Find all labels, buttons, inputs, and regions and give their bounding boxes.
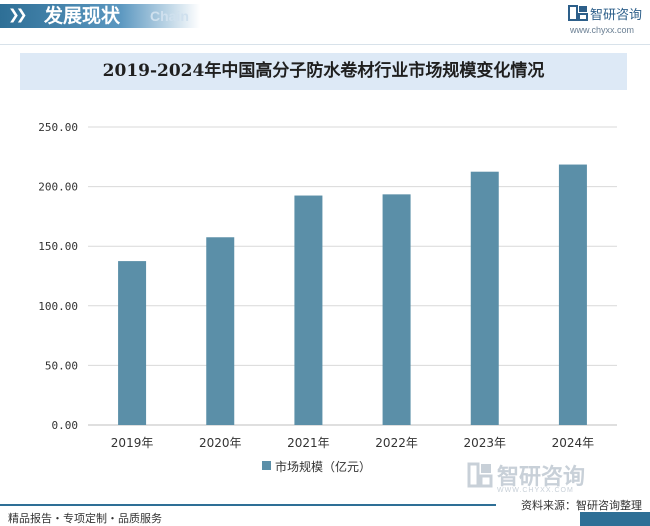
y-tick-label: 150.00 bbox=[38, 240, 78, 253]
watermark-sub: WWW.CHYXX.COM bbox=[497, 487, 574, 494]
bar bbox=[558, 164, 587, 425]
bar bbox=[382, 194, 411, 425]
legend-label: 市场规模（亿元） bbox=[275, 460, 372, 474]
header: ❯❯ 发展现状 Chain 智研咨询 www.chyxx.com bbox=[0, 0, 650, 35]
y-tick-label: 50.00 bbox=[45, 359, 78, 372]
x-tick-label: 2020年 bbox=[199, 436, 242, 450]
footer-slogan: 精品报告・专项定制・品质服务 bbox=[8, 512, 162, 525]
footer-line bbox=[0, 504, 496, 506]
brand-name: 智研咨询 bbox=[590, 8, 643, 23]
y-tick-label: 200.00 bbox=[38, 181, 78, 194]
watermark-icon bbox=[467, 462, 493, 488]
bar bbox=[470, 171, 499, 425]
legend-swatch bbox=[262, 461, 271, 470]
chart-title-band: 2019-2024年中国高分子防水卷材行业市场规模变化情况 bbox=[20, 53, 627, 90]
header-divider bbox=[0, 44, 650, 45]
bar bbox=[206, 237, 235, 425]
source-note: 资料来源：智研咨询整理 bbox=[521, 499, 642, 512]
chart-title: 2019-2024年中国高分子防水卷材行业市场规模变化情况 bbox=[102, 61, 545, 81]
footer-bar bbox=[580, 512, 650, 526]
section-subtitle: Chain bbox=[150, 8, 189, 24]
watermark-name: 智研咨询 bbox=[497, 465, 586, 490]
bar bbox=[294, 195, 323, 425]
brand-icon bbox=[568, 5, 588, 21]
section-title: 发展现状 bbox=[44, 5, 121, 27]
x-tick-label: 2023年 bbox=[463, 436, 506, 450]
y-tick-label: 250.00 bbox=[38, 121, 78, 134]
y-tick-label: 100.00 bbox=[38, 300, 78, 313]
x-tick-label: 2019年 bbox=[111, 436, 154, 450]
x-tick-label: 2024年 bbox=[552, 436, 595, 450]
x-tick-label: 2022年 bbox=[375, 436, 418, 450]
x-tick-label: 2021年 bbox=[287, 436, 330, 450]
y-tick-label: 0.00 bbox=[52, 419, 79, 432]
header-band bbox=[0, 4, 200, 28]
chevron-double-icon: ❯❯ bbox=[8, 7, 28, 23]
bar bbox=[118, 261, 147, 425]
brand-url[interactable]: www.chyxx.com bbox=[570, 25, 635, 35]
